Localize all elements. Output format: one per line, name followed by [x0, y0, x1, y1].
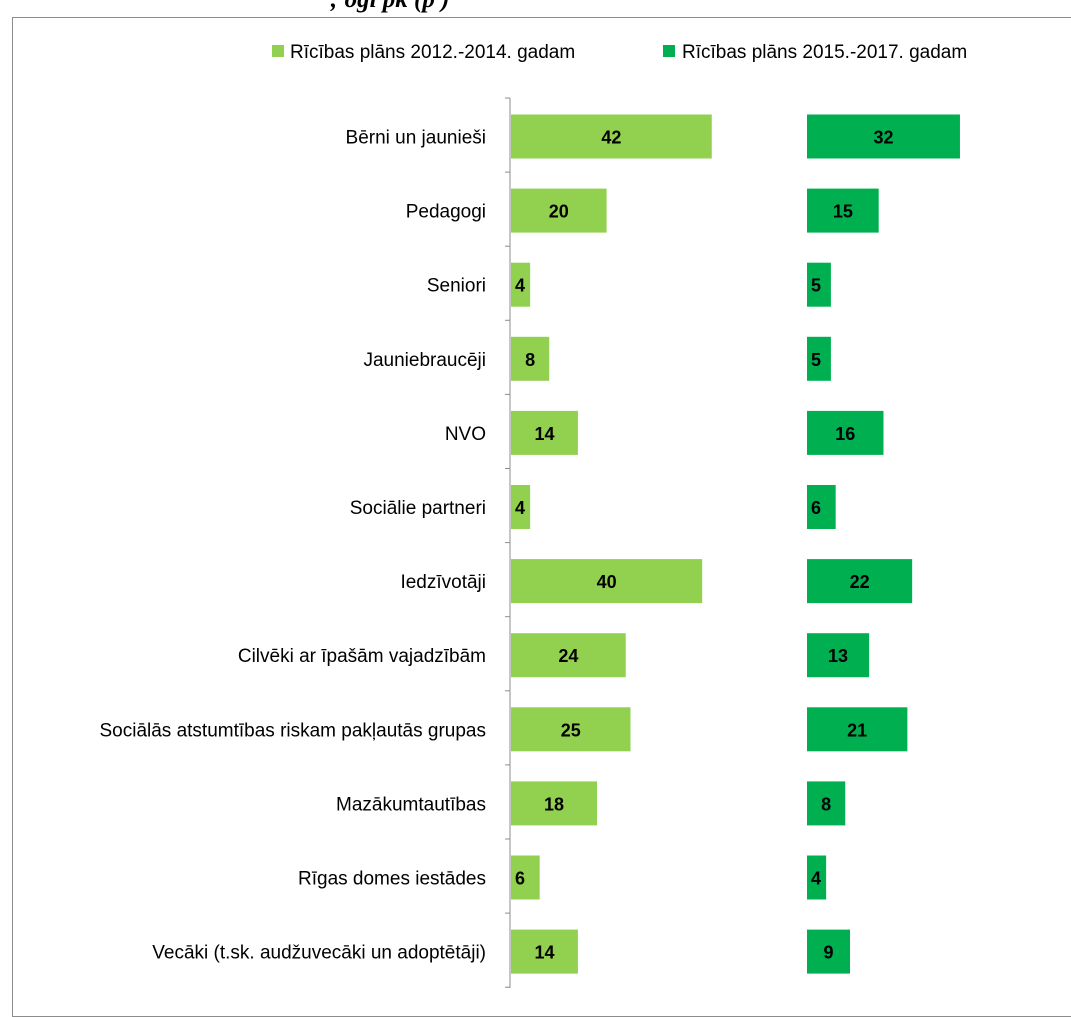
data-label: 8: [821, 794, 831, 814]
bar-series1: [511, 485, 531, 529]
category-label: Jauniebraucēji: [363, 350, 486, 371]
category-label: Seniori: [427, 276, 486, 297]
data-label: 40: [597, 572, 617, 592]
data-label: 16: [835, 424, 855, 444]
data-label: 21: [847, 720, 867, 740]
legend-swatch-2: [663, 45, 675, 57]
bar-series2: [807, 633, 870, 678]
data-label: 5: [811, 350, 821, 370]
bar-series1: [511, 410, 578, 455]
bar-series2: [807, 559, 913, 604]
bar-series2: [807, 114, 960, 159]
bar-series2: [807, 707, 908, 752]
legend: Rīcības plāns 2012.-2014. gadam Rīcības p…: [272, 42, 967, 63]
bar-series1: [511, 707, 631, 752]
data-label: 14: [534, 424, 554, 444]
data-label: 4: [811, 869, 821, 889]
bars: 42 32 20 15 4 5 8 5 14 16 4 6 40 22 24 13 25 21 18 8 6 4 14 9: [511, 114, 960, 974]
data-label: 6: [811, 498, 821, 518]
bar-series1: [511, 855, 540, 900]
legend-label-1: Rīcības plāns 2012.-2014. gadam: [290, 42, 575, 63]
bar-series1: [511, 781, 598, 826]
data-label: 18: [544, 794, 564, 814]
bar-series1: [511, 633, 626, 678]
bar-series2: [807, 485, 836, 529]
category-label: NVO: [445, 424, 486, 445]
data-label: 20: [549, 202, 569, 222]
bar-series1: [511, 188, 607, 233]
bar-series2: [807, 262, 831, 307]
category-axis: [505, 97, 511, 988]
category-label: Mazākumtautības: [336, 794, 486, 815]
bar-series1: [511, 559, 703, 604]
data-label: 15: [833, 202, 853, 222]
category-labels: Bērni un jaunieši Pedagogi Seniori Jauniebr…: [99, 128, 486, 964]
data-label: 25: [561, 720, 581, 740]
legend-label-2: Rīcības plāns 2015.-2017. gadam: [682, 42, 967, 63]
bar-series1: [511, 336, 550, 381]
data-label: 14: [534, 943, 554, 963]
bar-series2: [807, 188, 879, 233]
data-label: 42: [601, 128, 621, 148]
data-label: 4: [515, 276, 525, 296]
category-label: Cilvēki ar īpašām vajadzībām: [238, 646, 486, 667]
data-label: 6: [515, 869, 525, 889]
cropped-caption-text: ; ögi pk (p ): [330, 0, 449, 14]
bar-series1: [511, 929, 578, 974]
data-label: 22: [850, 572, 870, 592]
bar-series2: [807, 781, 846, 826]
data-label: 13: [828, 646, 848, 666]
bar-series1: [511, 262, 531, 307]
category-label: Bērni un jaunieši: [346, 128, 486, 149]
data-label: 24: [558, 646, 578, 666]
bar-series2: [807, 855, 827, 900]
data-label: 9: [824, 943, 834, 963]
category-label: Vecāki (t.sk. audžuvecāki un adoptētāji): [152, 943, 486, 964]
category-label: Rīgas domes iestādes: [298, 869, 486, 890]
data-label: 8: [525, 350, 535, 370]
bar-series2: [807, 929, 851, 974]
legend-swatch-1: [272, 45, 284, 57]
data-label: 4: [515, 498, 525, 518]
bar-series2: [807, 410, 884, 455]
bar-series1: [511, 114, 712, 159]
bar-series2: [807, 336, 831, 381]
category-label: Sociālās atstumtības riskam pakļautās gr…: [99, 720, 486, 741]
category-label: Iedzīvotāji: [400, 572, 486, 593]
category-label: Pedagogi: [406, 202, 486, 223]
data-label: 32: [873, 128, 893, 148]
category-label: Sociālie partneri: [350, 498, 486, 519]
data-label: 5: [811, 276, 821, 296]
